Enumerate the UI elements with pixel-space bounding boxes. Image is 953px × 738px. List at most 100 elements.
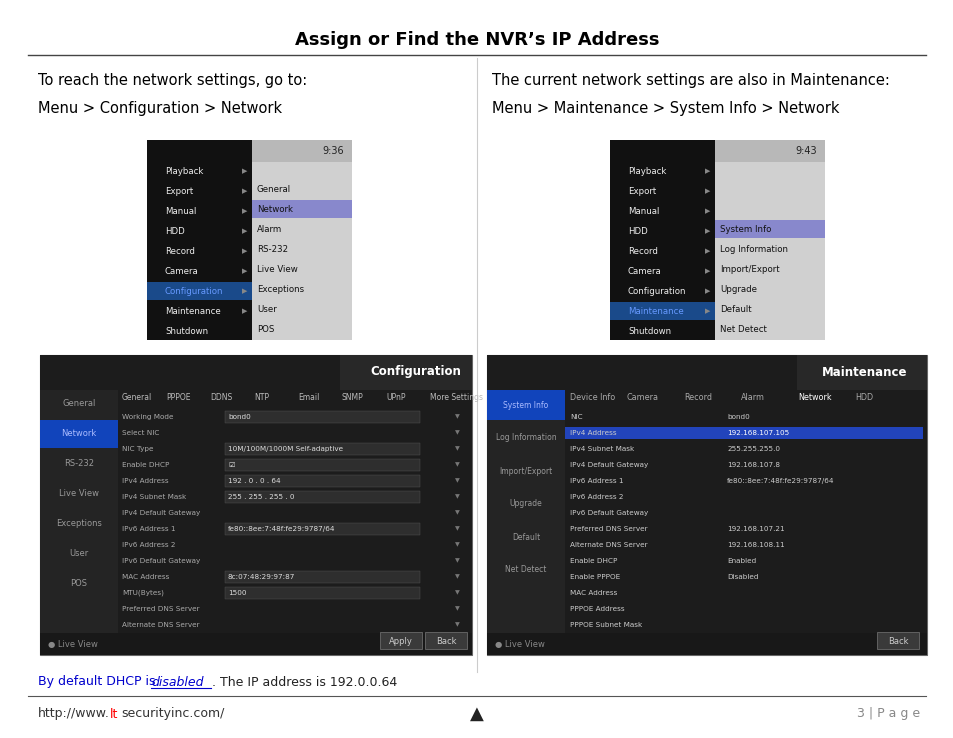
Text: Default: Default <box>512 533 539 542</box>
Bar <box>714 240 824 258</box>
Bar <box>609 202 714 220</box>
Bar <box>564 390 926 655</box>
Text: IPv6 Address 1: IPv6 Address 1 <box>569 478 623 484</box>
Text: POS: POS <box>256 325 274 334</box>
Text: Manual: Manual <box>627 207 659 215</box>
Bar <box>252 140 352 162</box>
Text: Shutdown: Shutdown <box>627 326 670 336</box>
Text: The current network settings are also in Maintenance:: The current network settings are also in… <box>492 72 889 88</box>
Text: 3 | P a g e: 3 | P a g e <box>856 708 919 720</box>
Text: NIC: NIC <box>569 414 582 420</box>
Text: . The IP address is 192.0.0.64: . The IP address is 192.0.0.64 <box>212 675 396 689</box>
Bar <box>40 510 118 538</box>
Bar <box>252 260 352 278</box>
Bar <box>252 200 352 218</box>
Bar <box>225 459 419 471</box>
Text: ▼: ▼ <box>455 526 459 531</box>
Text: Live View: Live View <box>256 264 297 274</box>
Text: IPv4 Default Gateway: IPv4 Default Gateway <box>122 510 200 516</box>
Text: fe80::8ee:7:48f:fe29:9787/64: fe80::8ee:7:48f:fe29:9787/64 <box>228 526 335 532</box>
Text: ▼: ▼ <box>455 559 459 564</box>
Text: Back: Back <box>887 636 907 646</box>
Text: IPv4 Default Gateway: IPv4 Default Gateway <box>569 462 648 468</box>
Bar <box>609 242 714 260</box>
Text: Email: Email <box>297 393 319 402</box>
Bar <box>147 282 252 300</box>
Text: System Info: System Info <box>503 401 548 410</box>
Text: Upgrade: Upgrade <box>720 285 757 294</box>
Bar <box>225 571 419 583</box>
Text: ☑: ☑ <box>228 462 234 468</box>
Text: UPnP: UPnP <box>386 393 405 402</box>
Text: Back: Back <box>436 636 456 646</box>
Bar <box>486 633 926 655</box>
Bar <box>564 427 923 439</box>
Text: Enable DHCP: Enable DHCP <box>569 558 617 564</box>
Text: ▼: ▼ <box>455 590 459 596</box>
Bar <box>252 220 352 238</box>
Text: MAC Address: MAC Address <box>122 574 170 580</box>
Text: bond0: bond0 <box>228 414 251 420</box>
Text: ▶: ▶ <box>704 308 709 314</box>
Bar <box>424 632 467 649</box>
Bar <box>609 222 714 240</box>
Text: Maintenance: Maintenance <box>627 306 683 316</box>
Bar <box>147 242 252 260</box>
Bar <box>714 300 824 318</box>
Text: IPv6 Default Gateway: IPv6 Default Gateway <box>569 510 648 516</box>
Text: ▶: ▶ <box>704 288 709 294</box>
Bar <box>486 456 564 486</box>
Text: IPv4 Address: IPv4 Address <box>569 430 616 436</box>
Text: 9:36: 9:36 <box>322 146 343 156</box>
Text: ▼: ▼ <box>455 430 459 435</box>
Bar <box>147 302 252 320</box>
Text: IPv4 Subnet Mask: IPv4 Subnet Mask <box>569 446 634 452</box>
Text: Maintenance: Maintenance <box>165 306 220 316</box>
Text: Exceptions: Exceptions <box>56 520 102 528</box>
Text: Log Information: Log Information <box>496 433 556 443</box>
Text: Import/Export: Import/Export <box>720 264 779 274</box>
Text: To reach the network settings, go to:: To reach the network settings, go to: <box>38 72 307 88</box>
Bar <box>714 140 824 340</box>
Text: More Settings: More Settings <box>430 393 482 402</box>
Text: Menu > Maintenance > System Info > Network: Menu > Maintenance > System Info > Netwo… <box>492 100 839 116</box>
Text: PPPOE Subnet Mask: PPPOE Subnet Mask <box>569 622 641 628</box>
Bar <box>714 320 824 338</box>
Text: ▼: ▼ <box>455 574 459 579</box>
Bar <box>609 302 714 320</box>
Text: General: General <box>256 184 291 193</box>
Text: Import/Export: Import/Export <box>498 466 552 475</box>
Bar <box>486 355 926 655</box>
Text: SNMP: SNMP <box>341 393 363 402</box>
Text: securityinc.com/: securityinc.com/ <box>121 708 224 720</box>
Bar <box>252 240 352 258</box>
Text: Log Information: Log Information <box>720 244 787 253</box>
Text: Alternate DNS Server: Alternate DNS Server <box>122 622 199 628</box>
Bar <box>252 320 352 338</box>
Bar <box>225 411 419 423</box>
Text: 255.255.255.0: 255.255.255.0 <box>726 446 780 452</box>
Text: 255 . 255 . 255 . 0: 255 . 255 . 255 . 0 <box>228 494 294 500</box>
Text: Network: Network <box>61 430 96 438</box>
Bar <box>714 260 824 278</box>
Bar <box>252 180 352 198</box>
Text: ▶: ▶ <box>241 288 247 294</box>
Text: Alternate DNS Server: Alternate DNS Server <box>569 542 647 548</box>
Text: ▶: ▶ <box>241 188 247 194</box>
Bar <box>225 491 419 503</box>
Text: HDD: HDD <box>627 227 647 235</box>
Text: HDD: HDD <box>165 227 185 235</box>
Bar <box>147 140 252 340</box>
Text: ▲: ▲ <box>470 705 483 723</box>
Text: Shutdown: Shutdown <box>165 326 208 336</box>
Text: Playback: Playback <box>627 167 666 176</box>
Text: Enabled: Enabled <box>726 558 756 564</box>
Text: ▼: ▼ <box>455 463 459 467</box>
Text: Net Detect: Net Detect <box>720 325 766 334</box>
Text: Live View: Live View <box>59 489 99 498</box>
Text: ▼: ▼ <box>455 478 459 483</box>
Text: Preferred DNS Server: Preferred DNS Server <box>569 526 647 532</box>
Bar <box>40 390 118 418</box>
Text: Menu > Configuration > Network: Menu > Configuration > Network <box>38 100 282 116</box>
Text: Apply: Apply <box>389 636 413 646</box>
